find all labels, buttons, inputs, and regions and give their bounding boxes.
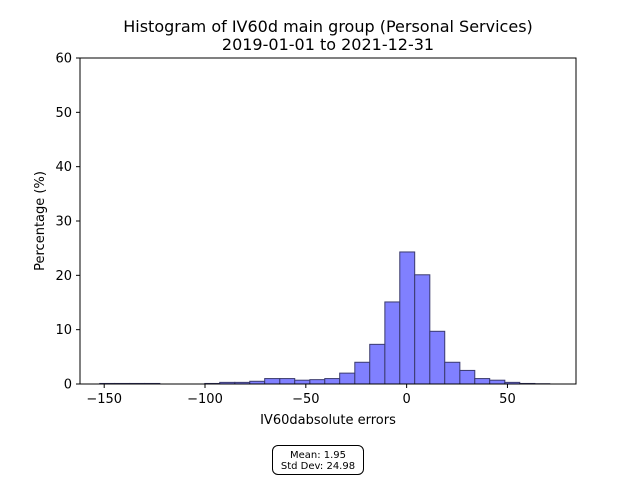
histogram-bar-17 <box>354 361 371 385</box>
histogram-bar-24 <box>459 369 476 385</box>
histogram-bar-20 <box>399 251 416 385</box>
histogram-bar-12 <box>279 378 296 385</box>
x-tick-label: −150 <box>86 392 122 407</box>
y-axis-label: Percentage (%) <box>33 171 48 271</box>
y-tick-label: 50 <box>55 106 72 121</box>
histogram-bar-23 <box>444 361 461 385</box>
histogram-bar-25 <box>474 378 491 385</box>
histogram-bar-19 <box>384 301 401 385</box>
y-tick-label: 0 <box>64 378 72 393</box>
chart-title: Histogram of IV60d main group (Personal … <box>123 17 533 36</box>
std-dev-label: Std Dev: 24.98 <box>280 461 356 472</box>
y-tick-label: 60 <box>55 52 72 67</box>
y-tick-label: 10 <box>55 323 72 338</box>
mean-label: Mean: 1.95 <box>289 450 347 461</box>
histogram-bar-21 <box>414 274 431 385</box>
histogram-bar-13 <box>294 379 311 385</box>
stats-box: Mean: 1.95 Std Dev: 24.98 <box>272 445 364 475</box>
y-axis-ticks: 0 10 20 30 40 50 60 <box>55 52 80 393</box>
histogram-bar-18 <box>369 343 386 385</box>
plot-frame <box>79 57 577 385</box>
histogram-bar-16 <box>339 372 356 385</box>
chart-subtitle: 2019-01-01 to 2021-12-31 <box>222 35 434 54</box>
x-axis-ticks: −150 −100 −50 0 50 <box>86 384 516 407</box>
x-tick-label: 50 <box>499 392 516 407</box>
x-tick-label: −50 <box>292 392 319 407</box>
histogram-bars <box>99 251 551 385</box>
y-tick-label: 30 <box>55 215 72 230</box>
histogram-bar-14 <box>309 379 326 385</box>
y-tick-label: 40 <box>55 160 72 175</box>
x-tick-label: −100 <box>187 392 223 407</box>
histogram-bar-15 <box>324 378 341 385</box>
x-tick-label: 0 <box>402 392 410 407</box>
histogram-bar-26 <box>489 379 506 385</box>
histogram-bar-11 <box>264 378 281 385</box>
y-tick-label: 20 <box>55 269 72 284</box>
x-axis-label: IV60dabsolute errors <box>260 413 396 428</box>
histogram-bar-22 <box>429 330 446 385</box>
